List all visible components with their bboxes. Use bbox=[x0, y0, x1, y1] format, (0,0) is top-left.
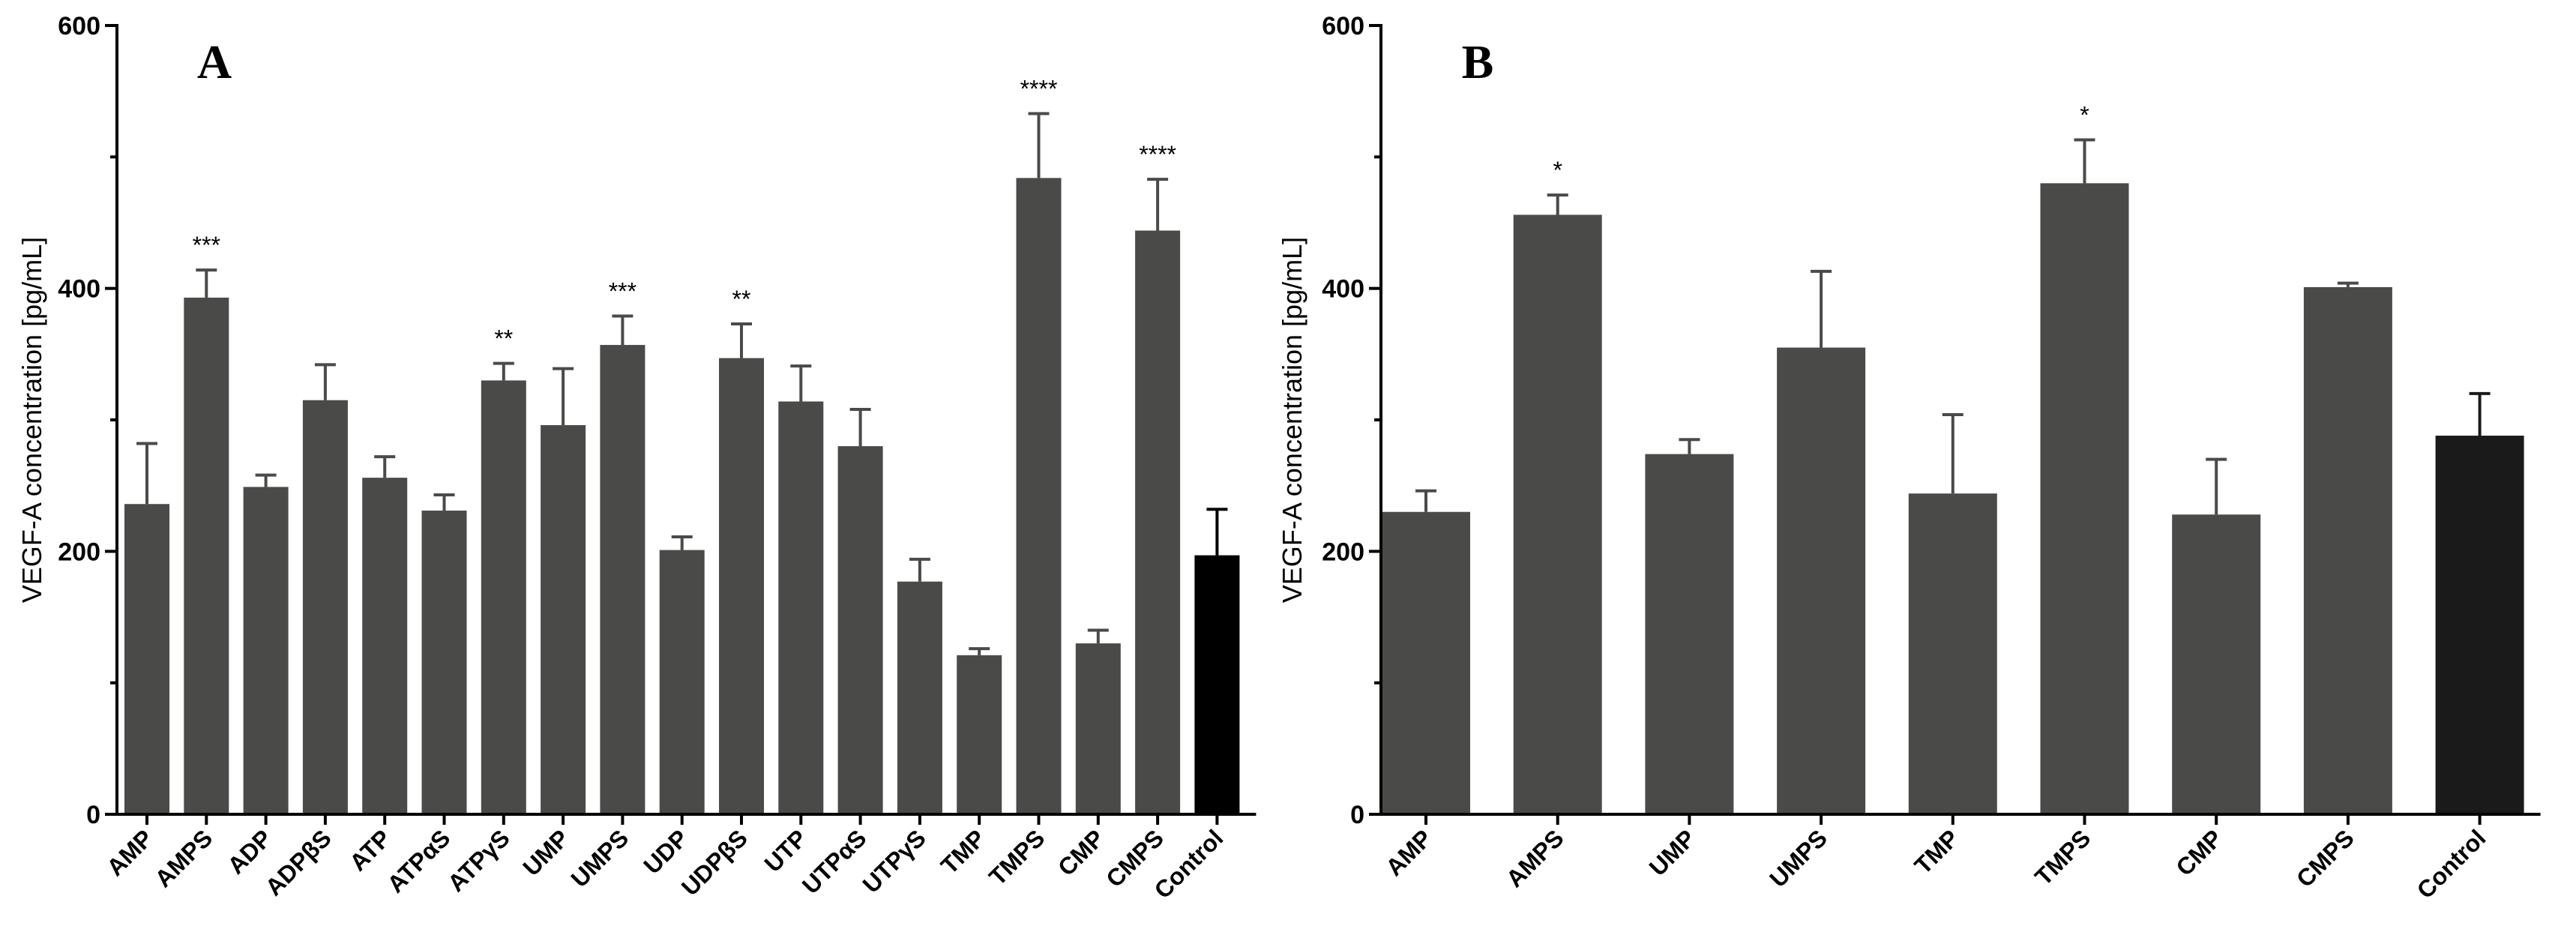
significance-label: ** bbox=[494, 325, 513, 352]
bar bbox=[957, 655, 1002, 814]
y-tick-label: 600 bbox=[58, 12, 100, 40]
x-tick-label: UTPγS bbox=[857, 824, 930, 898]
y-axis-label: VEGF-A concentration [pg/mL] bbox=[16, 237, 47, 603]
bar bbox=[2435, 436, 2524, 814]
bar bbox=[302, 400, 348, 814]
bar bbox=[1194, 555, 1240, 814]
bar bbox=[541, 425, 586, 814]
bar bbox=[1135, 230, 1181, 814]
y-tick-label: 400 bbox=[58, 275, 100, 304]
x-tick-label: CMPS bbox=[2291, 824, 2359, 892]
bar bbox=[124, 504, 169, 814]
significance-label: * bbox=[1553, 157, 1562, 184]
bar bbox=[243, 487, 289, 814]
x-tick-label: ATPαS bbox=[382, 824, 455, 898]
x-tick-label: UTP bbox=[759, 824, 813, 877]
x-tick-label: TMPS bbox=[2029, 824, 2095, 890]
significance-label: **** bbox=[1139, 141, 1176, 168]
x-tick-label: TMPS bbox=[984, 824, 1050, 890]
bar bbox=[1645, 454, 1734, 814]
significance-label: *** bbox=[193, 232, 220, 259]
bar bbox=[421, 510, 467, 814]
bar bbox=[1513, 214, 1602, 815]
x-tick-label: UMP bbox=[1644, 824, 1701, 881]
y-tick-label: 600 bbox=[1322, 12, 1364, 40]
panel-letter: A bbox=[197, 35, 232, 88]
bar bbox=[897, 581, 942, 814]
y-tick-label: 200 bbox=[1322, 538, 1364, 566]
panel-letter: B bbox=[1462, 35, 1494, 88]
significance-label: ** bbox=[732, 286, 751, 313]
x-tick-label: UTPαS bbox=[797, 824, 872, 899]
x-tick-label: Control bbox=[2412, 824, 2491, 904]
x-tick-label: TMP bbox=[936, 824, 990, 879]
y-tick-label: 0 bbox=[86, 801, 100, 829]
significance-label: **** bbox=[1020, 75, 1058, 102]
bar bbox=[659, 550, 705, 814]
x-tick-label: AMPS bbox=[1501, 824, 1569, 892]
x-tick-label: ATPγS bbox=[442, 824, 515, 897]
bar bbox=[1016, 178, 1062, 815]
bar bbox=[184, 297, 229, 814]
bar bbox=[600, 345, 645, 814]
x-tick-label: UMPS bbox=[566, 824, 634, 892]
y-tick-label: 200 bbox=[58, 538, 100, 566]
bar bbox=[837, 446, 883, 814]
bar bbox=[1908, 493, 1997, 814]
bar bbox=[778, 401, 824, 814]
bar bbox=[481, 380, 526, 814]
y-tick-label: 400 bbox=[1322, 275, 1364, 304]
bar bbox=[1777, 347, 1866, 815]
bar bbox=[719, 358, 764, 814]
y-tick-label: 0 bbox=[1350, 801, 1364, 829]
x-tick-label: UDPβS bbox=[676, 824, 753, 901]
y-axis-label: VEGF-A concentration [pg/mL] bbox=[1277, 237, 1307, 603]
x-tick-label: UMPS bbox=[1764, 824, 1832, 892]
bar bbox=[2172, 514, 2261, 814]
significance-label: * bbox=[2080, 102, 2089, 129]
bar bbox=[2303, 286, 2392, 814]
bar bbox=[362, 478, 408, 814]
x-tick-label: AMP bbox=[1380, 824, 1437, 881]
bar bbox=[2040, 183, 2129, 814]
x-tick-label: UDP bbox=[638, 824, 693, 879]
x-tick-label: TMP bbox=[1910, 824, 1964, 879]
x-tick-label: ATP bbox=[344, 824, 396, 876]
x-tick-label: AMPS bbox=[149, 824, 217, 892]
bar bbox=[1075, 643, 1121, 814]
x-tick-label: ADP bbox=[222, 824, 277, 879]
x-tick-label: ADPβS bbox=[260, 824, 337, 901]
bar bbox=[1382, 511, 1470, 814]
chart-panel-b: AMP AMPS * UMP UMPS TMP TMPS * CMP CMPS Control 0 20… bbox=[1277, 12, 2541, 904]
x-tick-label: CMP bbox=[2170, 824, 2227, 881]
significance-label: *** bbox=[609, 277, 637, 304]
